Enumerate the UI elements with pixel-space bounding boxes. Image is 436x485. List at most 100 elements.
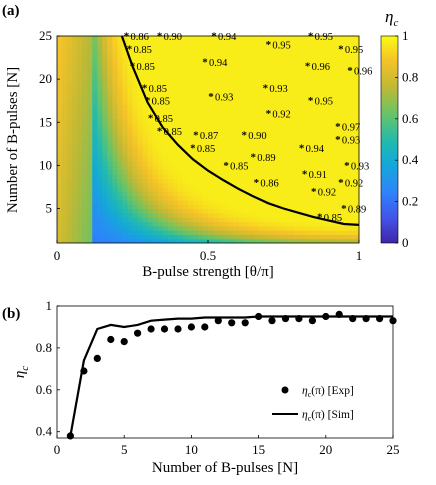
heatmap-cell xyxy=(67,57,73,63)
heatmap-cell xyxy=(112,212,118,218)
heatmap-cell xyxy=(62,148,68,154)
heatmap-cell xyxy=(238,36,244,41)
heatmap-cell xyxy=(97,161,103,166)
heatmap-cell xyxy=(147,44,154,50)
heatmap-cell xyxy=(213,53,219,59)
heatmap-cell xyxy=(102,199,108,205)
heatmap-cell xyxy=(323,117,330,123)
heatmap-cell xyxy=(283,87,290,93)
heatmap-cell xyxy=(127,199,134,205)
heatmap-cell xyxy=(57,66,63,72)
heatmap-cell xyxy=(293,148,300,154)
heatmap-cell xyxy=(142,182,149,188)
heatmap-cell xyxy=(97,182,103,188)
heatmap-cell xyxy=(338,152,345,158)
heatmap-cell xyxy=(213,230,219,235)
heatmap-cell xyxy=(243,122,249,128)
heatmap-cell xyxy=(253,148,259,154)
heatmap-cell xyxy=(167,156,174,162)
heatmap-cell xyxy=(77,83,83,89)
heatmap-cell xyxy=(147,139,154,145)
x-tick-label: 1 xyxy=(356,248,363,263)
heatmap-cell xyxy=(157,117,164,123)
heatmap-cell xyxy=(348,109,355,115)
heatmap-cell xyxy=(202,48,209,54)
heatmap-cell xyxy=(62,186,68,192)
point-marker: * xyxy=(124,31,130,43)
heatmap-cell xyxy=(258,92,264,97)
heatmap-cell xyxy=(112,36,118,41)
heatmap-cell xyxy=(343,48,350,54)
heatmap-cell xyxy=(328,66,335,72)
heatmap-cell xyxy=(122,117,129,123)
heatmap-cell xyxy=(192,169,199,175)
heatmap-cell xyxy=(298,186,305,192)
heatmap-cell xyxy=(338,40,345,46)
heatmap-cell xyxy=(308,70,315,76)
heatmap-cell xyxy=(263,234,269,240)
heatmap-cell xyxy=(243,195,249,201)
heatmap-cell xyxy=(283,83,290,89)
heatmap-cell xyxy=(268,83,275,89)
heatmap-cell xyxy=(353,152,359,158)
heatmap-cell xyxy=(107,74,113,80)
heatmap-cell xyxy=(258,208,264,214)
heatmap-cell xyxy=(343,217,350,223)
heatmap-cell xyxy=(192,204,199,210)
heatmap-cell xyxy=(208,74,214,80)
heatmap-cell xyxy=(202,109,209,115)
heatmap-cell xyxy=(308,130,315,136)
heatmap-cell xyxy=(318,156,325,162)
heatmap-cell xyxy=(293,57,300,63)
heatmap-cell xyxy=(97,204,103,210)
heatmap-cell xyxy=(192,165,199,171)
heatmap-cell xyxy=(298,126,305,132)
heatmap-cell xyxy=(253,79,259,85)
panel-b-xlabel: Number of B-pulses [N] xyxy=(152,460,298,476)
heatmap-cell xyxy=(157,44,164,50)
heatmap-cell xyxy=(323,186,330,192)
heatmap-cell xyxy=(187,79,194,85)
heatmap-cell xyxy=(177,79,184,85)
heatmap-cell xyxy=(167,117,174,123)
heatmap-cell xyxy=(248,225,254,231)
heatmap-cell xyxy=(142,70,149,76)
heatmap-cell xyxy=(238,152,244,158)
heatmap-cell xyxy=(298,92,305,97)
heatmap-cell xyxy=(293,139,300,145)
heatmap-cell xyxy=(268,165,275,171)
heatmap-cell xyxy=(353,87,359,93)
heatmap-cell xyxy=(117,152,124,158)
heatmap-cell xyxy=(338,195,345,201)
heatmap-cell xyxy=(208,139,214,145)
heatmap-cell xyxy=(137,53,144,59)
heatmap-cell xyxy=(243,83,249,89)
heatmap-cell xyxy=(213,126,219,132)
heatmap-cell xyxy=(208,126,214,132)
heatmap-cell xyxy=(213,182,219,188)
heatmap-cell xyxy=(223,126,229,132)
heatmap-cell xyxy=(202,36,209,41)
point-label: 0.86 xyxy=(130,32,148,43)
heatmap-cell xyxy=(132,40,139,46)
heatmap-cell xyxy=(107,199,113,205)
heatmap-cell xyxy=(293,113,300,119)
heatmap-cell xyxy=(177,161,184,166)
heatmap-cell xyxy=(77,165,83,171)
heatmap-cell xyxy=(348,191,355,197)
heatmap-cell xyxy=(208,130,214,136)
heatmap-cell xyxy=(268,100,275,106)
heatmap-cell xyxy=(92,186,98,192)
heatmap-cell xyxy=(308,44,315,50)
heatmap-cell xyxy=(117,135,124,141)
heatmap-cell xyxy=(142,74,149,80)
heatmap-cell xyxy=(162,178,169,184)
heatmap-cell xyxy=(328,195,335,201)
heatmap-cell xyxy=(313,156,320,162)
heatmap-cell xyxy=(117,44,124,50)
heatmap-cell xyxy=(328,212,335,218)
heatmap-cell xyxy=(348,230,355,235)
heatmap-cell xyxy=(208,57,214,63)
heatmap-cell xyxy=(313,117,320,123)
heatmap-cell xyxy=(197,117,204,123)
